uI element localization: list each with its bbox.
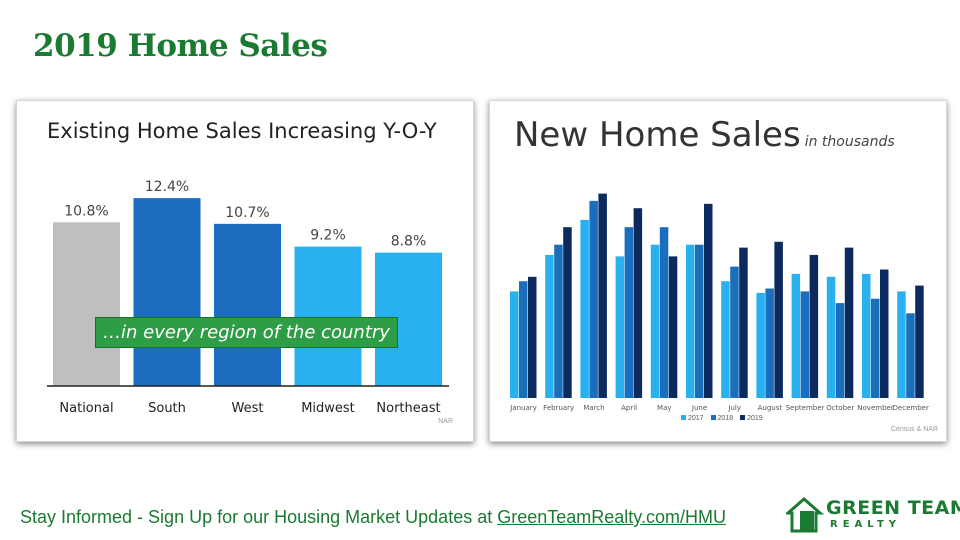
bar-december-2017 [897, 291, 906, 398]
bar-july-2017 [721, 281, 730, 398]
bar-april-2017 [615, 256, 625, 398]
category-label-south: South [148, 401, 186, 416]
bar-may-2017 [650, 244, 660, 398]
new-home-sales-title-text: New Home Sales [514, 115, 801, 155]
footer-text: Stay Informed - Sign Up for our Housing … [20, 507, 498, 527]
bar-june-2017 [686, 244, 695, 398]
logo-line2: REALTY [830, 519, 902, 530]
month-label-june: June [691, 404, 707, 412]
data-label-midwest: 9.2% [310, 228, 346, 244]
month-label-may: May [657, 404, 671, 412]
bar-midwest [294, 246, 362, 386]
data-label-west: 10.7% [225, 205, 269, 221]
bar-august-2018 [765, 288, 774, 398]
month-label-july: July [727, 404, 741, 412]
bar-july-2018 [730, 266, 739, 398]
category-label-west: West [232, 401, 264, 416]
legend-label-2019: 2019 [747, 415, 763, 422]
bar-south [133, 198, 201, 386]
bar-june-2018 [695, 244, 704, 398]
bar-west [214, 223, 281, 386]
month-label-april: April [621, 404, 637, 412]
bar-april-2019 [633, 208, 643, 398]
bar-august-2019 [774, 241, 783, 398]
month-label-november: November [857, 404, 894, 412]
bar-september-2019 [809, 254, 819, 398]
category-label-national: National [59, 401, 113, 416]
footer-link[interactable]: GreenTeamRealty.com/HMU [497, 507, 726, 527]
month-label-march: March [583, 404, 604, 412]
bar-october-2017 [826, 276, 836, 398]
bar-february-2017 [545, 254, 554, 398]
bar-august-2017 [756, 292, 765, 398]
new-home-sales-card: New Home Sales in thousands January Februa… [489, 100, 947, 442]
category-label-northeast: Northeast [376, 401, 440, 416]
data-label-northeast: 8.8% [391, 234, 427, 250]
bar-january-2019 [528, 276, 537, 398]
bar-september-2018 [800, 291, 810, 398]
left-source-note: NAR [438, 418, 453, 425]
bar-march-2018 [589, 200, 598, 398]
legend-swatch-2019 [740, 415, 746, 420]
month-label-january: January [509, 404, 537, 412]
data-label-south: 12.4% [145, 179, 189, 195]
bar-february-2018 [554, 244, 563, 398]
house-icon [786, 497, 824, 533]
bar-october-2019 [844, 247, 854, 398]
category-label-midwest: Midwest [301, 401, 355, 416]
bar-march-2019 [598, 193, 607, 398]
month-label-february: February [543, 404, 574, 412]
bar-september-2017 [791, 273, 801, 398]
legend-swatch-2018 [710, 415, 716, 420]
existing-home-sales-card: Existing Home Sales Increasing Y-O-Y 10.… [16, 100, 474, 442]
bar-november-2017 [862, 273, 871, 398]
region-banner: …in every region of the country [95, 317, 398, 348]
month-label-december: December [893, 404, 929, 412]
bar-december-2018 [906, 313, 915, 398]
legend-swatch-2017 [681, 415, 686, 420]
page-title: 2019 Home Sales [33, 28, 328, 64]
right-source-note: Census & NAR [890, 426, 938, 433]
bar-november-2019 [880, 269, 889, 398]
existing-home-sales-chart: 10.8% National 12.4% South 10.7% West 9.2% Midw… [47, 179, 449, 416]
new-home-sales-title: New Home Sales in thousands [514, 115, 895, 155]
month-label-september: September [786, 404, 825, 412]
bar-december-2019 [915, 285, 924, 398]
logo-line1: GREEN TEAM [826, 497, 960, 519]
bar-may-2018 [659, 227, 669, 398]
bar-february-2019 [563, 227, 572, 398]
green-team-logo: GREEN TEAM REALTY [786, 495, 960, 535]
new-home-sales-chart: January February March April May June July Augu… [509, 193, 929, 412]
bar-march-2017 [580, 219, 589, 398]
chart-legend: 2017 2018 2019 [676, 415, 763, 422]
bar-october-2018 [835, 303, 845, 398]
existing-home-sales-title: Existing Home Sales Increasing Y-O-Y [47, 119, 437, 143]
bar-january-2018 [519, 281, 528, 398]
bar-june-2019 [704, 203, 713, 398]
bar-april-2018 [624, 227, 634, 398]
month-label-august: August [758, 404, 783, 412]
bar-may-2019 [668, 256, 678, 398]
footer-signup: Stay Informed - Sign Up for our Housing … [20, 507, 726, 528]
data-label-national: 10.8% [64, 203, 108, 219]
bar-november-2018 [871, 298, 880, 398]
legend-label-2017: 2017 [688, 415, 704, 422]
bar-july-2019 [739, 247, 748, 398]
month-label-october: October [826, 404, 854, 412]
bar-january-2017 [510, 291, 519, 398]
new-home-sales-subtitle: in thousands [804, 134, 895, 150]
bar-national [53, 222, 120, 386]
legend-label-2018: 2018 [717, 415, 734, 422]
